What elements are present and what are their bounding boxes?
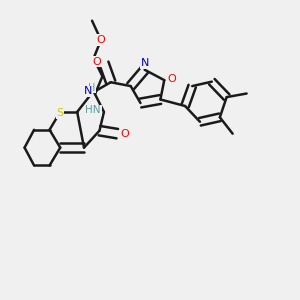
Text: H: H (88, 82, 96, 93)
Text: N: N (140, 58, 149, 68)
Text: S: S (57, 108, 64, 118)
Text: O: O (120, 129, 129, 139)
Text: O: O (97, 35, 105, 45)
Text: N: N (84, 86, 93, 96)
Text: O: O (92, 57, 101, 67)
Text: O: O (167, 74, 176, 84)
Text: HN: HN (85, 106, 101, 116)
